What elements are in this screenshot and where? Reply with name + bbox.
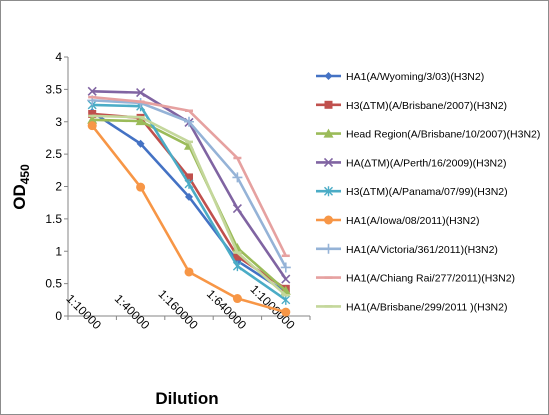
x-axis-title: Dilution [155,389,218,408]
y-axis-title: OD450 [10,164,32,210]
y-tick-label: 3 [55,115,62,129]
data-point [185,192,193,201]
legend-marker [323,157,334,167]
legend-entry: HA1(A/Iowa/08/2011)(H3N2) [316,215,479,227]
legend-label: H3(ΔTM)(A/Panama/07/99)(H3N2) [346,186,508,198]
legend-entry: HA1(A/Brisbane/299/2011 )(H3N2) [316,301,507,313]
data-point [135,116,146,126]
legend-marker [324,72,333,80]
legend-label: HA1(A/Brisbane/299/2011 )(H3N2) [346,301,507,313]
data-point [136,182,146,192]
legend-entry: H3(ΔTM)(A/Panama/07/99)(H3N2) [316,186,508,198]
data-point [87,121,97,131]
legend-label: HA(ΔTM)(A/Perth/16/2009)(H3N2) [346,157,506,169]
data-point [280,262,291,273]
y-tick-label: 2 [55,180,62,194]
data-point [136,139,145,148]
y-tick-label: 0.5 [45,277,62,291]
data-point [233,252,242,261]
y-axis-title-main: OD [10,184,29,210]
data-point [87,86,97,96]
data-point [281,274,291,284]
x-tick-label: 1:10000 [63,292,104,333]
y-tick-label: 2.5 [45,147,62,161]
legend-marker [323,128,334,138]
legend-marker [324,186,333,197]
legend-label: HA1(A/Victoria/361/2011)(H3N2) [346,244,498,256]
y-tick-label: 4 [55,50,62,64]
legend: HA1(A/Wyoming/3/03)(H3N2) H3(ΔTM)(A/Brisb… [316,71,540,313]
data-point [185,173,193,182]
y-tick-label: 3.5 [45,82,62,96]
legend-label: HA1(A/Chiang Rai/277/2011)(H3N2) [346,273,515,285]
x-tick-label: 1:40000 [112,292,153,333]
series-8 [88,95,290,258]
legend-entry: HA1(A/Victoria/361/2011)(H3N2) [316,243,498,256]
data-point [232,203,242,214]
y-axis-title-subscript: 450 [18,164,32,184]
data-point [281,307,291,317]
data-point [184,116,194,127]
data-point [87,114,98,124]
data-point [232,294,242,304]
y-tick-label: 1 [55,244,62,258]
data-point [184,178,194,189]
legend-marker [323,243,334,254]
series-9 [88,114,290,297]
x-tick-label: 1:160000 [155,287,201,333]
legend-label: Head Region(A/Brisbane/10/2007)(H3N2) [346,129,540,141]
legend-entry: HA1(A/Chiang Rai/277/2011)(H3N2) [316,273,515,285]
y-tick-label: 1.5 [45,212,62,226]
legend-entry: Head Region(A/Brisbane/10/2007)(H3N2) [316,128,540,141]
data-point [136,88,146,98]
series-lines [87,86,291,317]
legend-entry: HA(ΔTM)(A/Perth/16/2009)(H3N2) [316,157,506,169]
series-6 [87,121,291,317]
y-tick-label: 0 [55,309,62,323]
legend-label: H3(ΔTM)(A/Brisbane/2007)(H3N2) [346,100,507,112]
data-point [232,172,243,183]
data-point [232,261,242,272]
legend-entry: HA1(A/Wyoming/3/03)(H3N2) [316,71,484,83]
legend-label: HA1(A/Wyoming/3/03)(H3N2) [346,71,484,83]
data-point [88,109,97,118]
legend-marker [324,100,333,109]
legend-label: HA1(A/Iowa/08/2011)(H3N2) [346,215,479,227]
legend-marker [324,215,333,225]
data-point [184,267,194,277]
series-line [92,112,287,290]
legend-entry: H3(ΔTM)(A/Brisbane/2007)(H3N2) [316,100,507,112]
